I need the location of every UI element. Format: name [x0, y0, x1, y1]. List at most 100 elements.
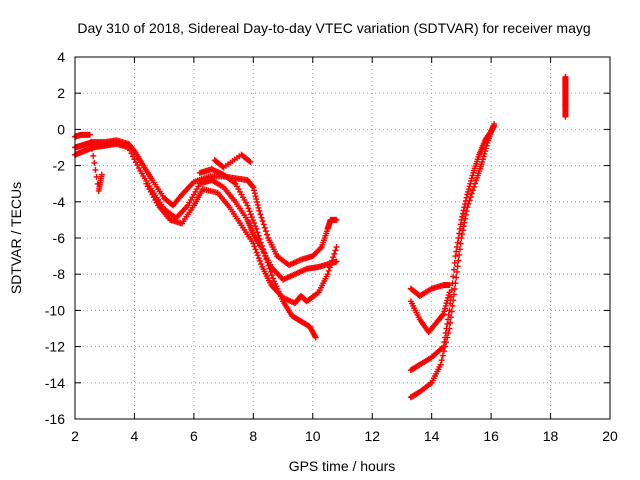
x-tick-label: 8: [249, 428, 257, 444]
data-point: [468, 177, 475, 184]
data-point: [253, 249, 260, 256]
x-tick-label: 12: [364, 428, 380, 444]
data-point: [86, 131, 93, 138]
data-point: [332, 247, 339, 254]
data-point: [250, 240, 257, 247]
data-point: [450, 297, 457, 304]
data-point: [442, 305, 449, 312]
data-point: [439, 352, 446, 359]
y-tick-label: -14: [45, 375, 65, 391]
data-point: [259, 246, 266, 253]
data-point: [333, 244, 340, 251]
data-point: [250, 184, 257, 191]
data-point: [456, 251, 463, 258]
data-point: [257, 211, 264, 218]
data-point: [459, 231, 466, 238]
grid-lines: [75, 57, 610, 419]
data-point: [255, 204, 262, 211]
data-point: [442, 343, 449, 350]
data-point: [562, 73, 569, 80]
data-point: [92, 166, 99, 173]
data-point: [479, 158, 486, 165]
data-point: [256, 207, 263, 214]
data-point: [464, 204, 471, 211]
data-point: [444, 320, 451, 327]
data-point: [439, 311, 446, 318]
data-point: [458, 235, 465, 241]
data-point: [450, 291, 457, 298]
data-point: [257, 258, 264, 265]
data-point: [252, 193, 259, 200]
data-point: [254, 252, 261, 259]
data-point: [252, 246, 259, 253]
data-point: [255, 232, 262, 239]
data-point: [261, 249, 268, 256]
data-point: [266, 265, 273, 272]
data-point: [89, 145, 96, 152]
data-point: [246, 158, 253, 165]
data-point: [333, 258, 340, 265]
data-point: [251, 243, 258, 250]
data-point: [438, 357, 445, 364]
data-point: [98, 171, 105, 178]
data-point: [453, 268, 460, 275]
data-point: [437, 361, 444, 368]
data-point: [482, 145, 489, 152]
data-point: [265, 262, 272, 269]
x-tick-label: 2: [71, 428, 79, 444]
data-point: [253, 225, 260, 232]
data-point: [472, 180, 479, 187]
data-point: [480, 153, 487, 160]
data-point: [463, 208, 470, 215]
data-point: [324, 271, 331, 278]
data-point: [260, 221, 267, 228]
x-tick-label: 4: [131, 428, 139, 444]
data-point: [270, 275, 277, 282]
data-point: [252, 223, 259, 230]
data-point: [456, 246, 463, 253]
y-tick-label: -12: [45, 339, 65, 355]
data-point: [459, 227, 466, 234]
data-point: [330, 254, 337, 261]
data-point: [258, 261, 265, 268]
data-point: [454, 239, 461, 246]
data-point: [254, 199, 261, 206]
data-point: [251, 187, 258, 194]
data-point: [471, 183, 478, 190]
data-point: [448, 287, 455, 294]
data-point: [450, 273, 457, 280]
data-point: [447, 319, 454, 326]
data-point: [455, 257, 462, 264]
data-point: [249, 217, 256, 224]
data-point: [466, 197, 473, 204]
x-axis-label: GPS time / hours: [289, 458, 396, 474]
data-point: [440, 348, 447, 355]
data-point: [268, 272, 275, 279]
data-point: [467, 194, 474, 201]
data-point: [461, 219, 468, 226]
data-point: [257, 239, 264, 246]
data-point: [263, 256, 270, 263]
x-tick-label: 20: [602, 428, 618, 444]
data-point: [247, 158, 254, 165]
data-point: [445, 294, 452, 301]
data-point: [254, 229, 261, 236]
data-point: [441, 308, 448, 315]
data-point: [469, 172, 476, 179]
data-point: [468, 190, 475, 197]
data-point: [267, 268, 274, 275]
data-point: [449, 302, 456, 309]
x-tick-label: 18: [543, 428, 559, 444]
data-point: [442, 302, 449, 309]
x-tick-label: 6: [190, 428, 198, 444]
data-point: [451, 285, 458, 292]
data-point: [329, 257, 336, 264]
data-point: [249, 183, 256, 190]
data-point: [491, 120, 498, 127]
data-point: [87, 138, 94, 145]
data-point: [90, 152, 97, 159]
data-point: [453, 248, 460, 255]
y-tick-label: -2: [53, 158, 66, 174]
data-point: [251, 190, 258, 197]
